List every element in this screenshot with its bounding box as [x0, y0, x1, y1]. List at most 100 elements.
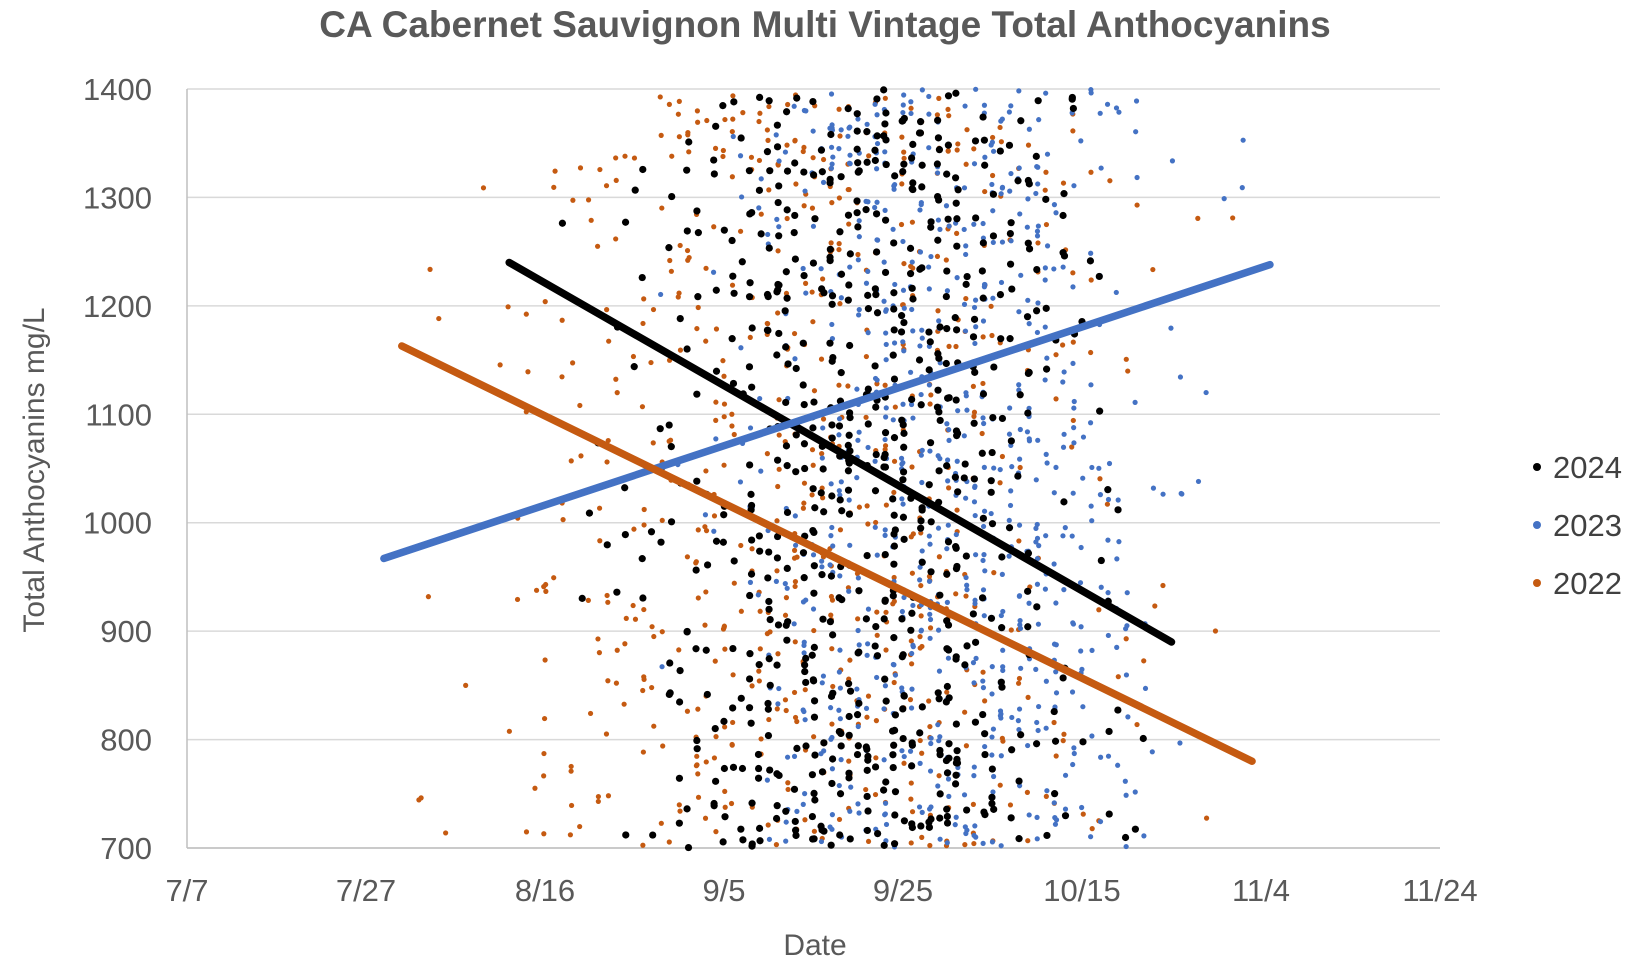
data-point: [1088, 277, 1094, 283]
data-point: [855, 575, 861, 581]
data-point: [1088, 834, 1094, 840]
data-point: [978, 449, 986, 457]
data-point: [765, 655, 773, 663]
data-point: [1086, 257, 1095, 265]
data-point: [1105, 753, 1112, 759]
data-point: [944, 689, 950, 695]
legend-label-2023: 2023: [1553, 508, 1622, 543]
data-point: [1134, 721, 1140, 728]
data-point: [810, 697, 819, 705]
data-point: [774, 568, 780, 574]
data-point: [883, 307, 889, 313]
data-point: [764, 631, 770, 637]
data-point: [909, 179, 917, 187]
data-point: [919, 548, 925, 554]
data-point: [844, 105, 852, 113]
data-point: [844, 486, 853, 494]
data-point: [1060, 379, 1066, 385]
data-point: [1052, 821, 1059, 827]
data-point: [1035, 300, 1041, 306]
data-point: [820, 276, 826, 282]
data-point: [1034, 719, 1040, 726]
data-point: [1071, 745, 1077, 751]
data-point: [756, 837, 764, 845]
data-point: [776, 158, 782, 164]
data-point: [782, 807, 790, 815]
data-point: [720, 764, 729, 773]
data-point: [754, 774, 763, 782]
data-point: [926, 698, 932, 704]
data-point: [988, 765, 996, 773]
data-point: [721, 401, 728, 407]
data-point: [783, 636, 791, 644]
data-point: [722, 116, 728, 123]
data-point: [980, 669, 986, 675]
data-point: [774, 216, 780, 222]
data-point: [738, 764, 747, 773]
data-point: [962, 280, 970, 288]
data-point: [882, 446, 888, 453]
data-point: [683, 227, 691, 235]
data-point: [668, 192, 676, 201]
data-point: [980, 587, 987, 593]
data-point: [1043, 90, 1049, 96]
data-point: [899, 513, 908, 521]
data-point: [1043, 169, 1049, 175]
data-point: [775, 329, 783, 338]
data-point: [889, 727, 897, 735]
trendline-2024: [505, 258, 1176, 646]
data-point: [1034, 97, 1042, 105]
data-point: [980, 685, 987, 691]
data-point: [765, 97, 773, 105]
data-point: [901, 92, 907, 98]
data-point: [1024, 369, 1032, 378]
data-point: [899, 476, 907, 484]
data-point: [809, 259, 818, 267]
data-point: [1025, 245, 1034, 253]
data-point: [943, 267, 951, 275]
data-point: [1007, 188, 1013, 194]
data-point: [801, 500, 807, 506]
data-point: [1105, 537, 1111, 543]
data-point: [605, 678, 611, 684]
data-point: [936, 738, 942, 744]
data-point: [979, 294, 987, 302]
data-point: [936, 790, 944, 798]
data-point: [641, 296, 647, 302]
data-point: [935, 217, 942, 223]
data-point: [758, 736, 764, 742]
data-point: [621, 218, 630, 226]
data-point: [908, 395, 916, 404]
data-point: [792, 513, 798, 519]
data-point: [809, 424, 817, 432]
data-point: [900, 160, 908, 168]
data-point: [1016, 382, 1022, 388]
data-point: [1104, 101, 1111, 107]
data-point: [881, 429, 890, 437]
data-point: [970, 419, 978, 427]
data-point: [1044, 355, 1050, 361]
data-point: [1015, 680, 1022, 686]
data-point: [827, 841, 835, 849]
data-point: [919, 834, 925, 840]
data-point: [828, 91, 835, 97]
data-point: [890, 226, 896, 232]
data-point: [640, 842, 646, 848]
data-point: [998, 715, 1004, 721]
data-point: [853, 197, 861, 205]
data-point: [944, 215, 952, 223]
data-point: [765, 244, 773, 252]
data-point: [856, 504, 863, 510]
data-point: [836, 228, 844, 236]
data-point: [846, 588, 852, 594]
data-point: [729, 272, 737, 280]
data-point: [675, 111, 681, 117]
data-point: [686, 254, 692, 261]
data-point: [791, 159, 799, 167]
data-point: [1060, 342, 1066, 348]
data-point: [800, 801, 806, 807]
data-point: [1035, 240, 1041, 246]
data-point: [836, 432, 842, 438]
data-point: [936, 318, 942, 324]
data-point: [890, 417, 896, 423]
